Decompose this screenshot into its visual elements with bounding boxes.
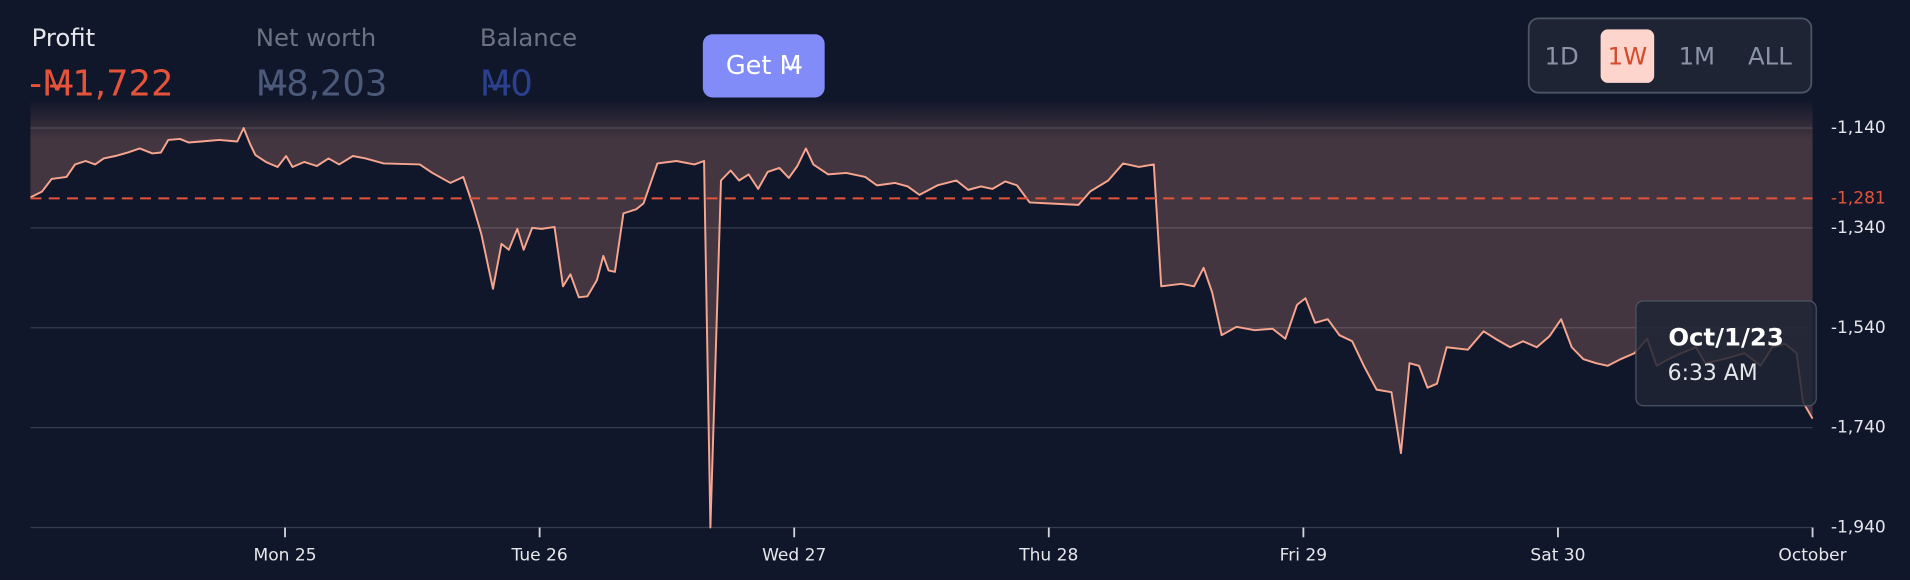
range-active-bg[interactable] [1600, 29, 1655, 83]
tooltip [1635, 300, 1817, 407]
stat-label: Profit [32, 23, 96, 52]
stat-value: -M̶1,722 [29, 63, 173, 104]
x-tick-label: Tue 26 [511, 546, 568, 566]
range-button[interactable]: 1D [1544, 41, 1578, 70]
x-tick-label: Fri 29 [1280, 546, 1327, 566]
y-tick-label: -1,540 [1831, 318, 1886, 338]
range-selector [1527, 17, 1813, 94]
y-tick-label: -1,940 [1831, 518, 1886, 538]
range-button[interactable]: 1M [1679, 41, 1716, 70]
profit-line [30, 127, 1814, 529]
x-tick-label: Wed 27 [762, 546, 826, 566]
tooltip-time: 6:33 AM [1668, 361, 1758, 386]
get-button[interactable] [702, 34, 825, 98]
stat-value[interactable]: M̶0 [480, 63, 533, 104]
tooltip-date: Oct/1/23 [1668, 323, 1783, 352]
x-tick-label: October [1778, 546, 1847, 566]
range-button[interactable]: 1W [1608, 41, 1648, 70]
area-fill [30, 96, 1813, 528]
x-tick-label: Mon 25 [254, 546, 317, 566]
x-tick-label: Thu 28 [1018, 546, 1078, 566]
stat-label[interactable]: Net worth [256, 23, 376, 52]
y-tick-label: -1,740 [1831, 418, 1886, 438]
get-button-label[interactable]: Get M̶ [726, 51, 802, 81]
stat-value[interactable]: M̶8,203 [256, 63, 388, 104]
stat-label[interactable]: Balance [480, 23, 577, 52]
y-tick-label: -1,140 [1831, 118, 1886, 138]
x-tick-label: Sat 30 [1530, 546, 1585, 566]
range-button[interactable]: ALL [1748, 41, 1792, 70]
reference-label: -1,281 [1831, 188, 1886, 208]
y-tick-label: -1,340 [1831, 218, 1886, 238]
